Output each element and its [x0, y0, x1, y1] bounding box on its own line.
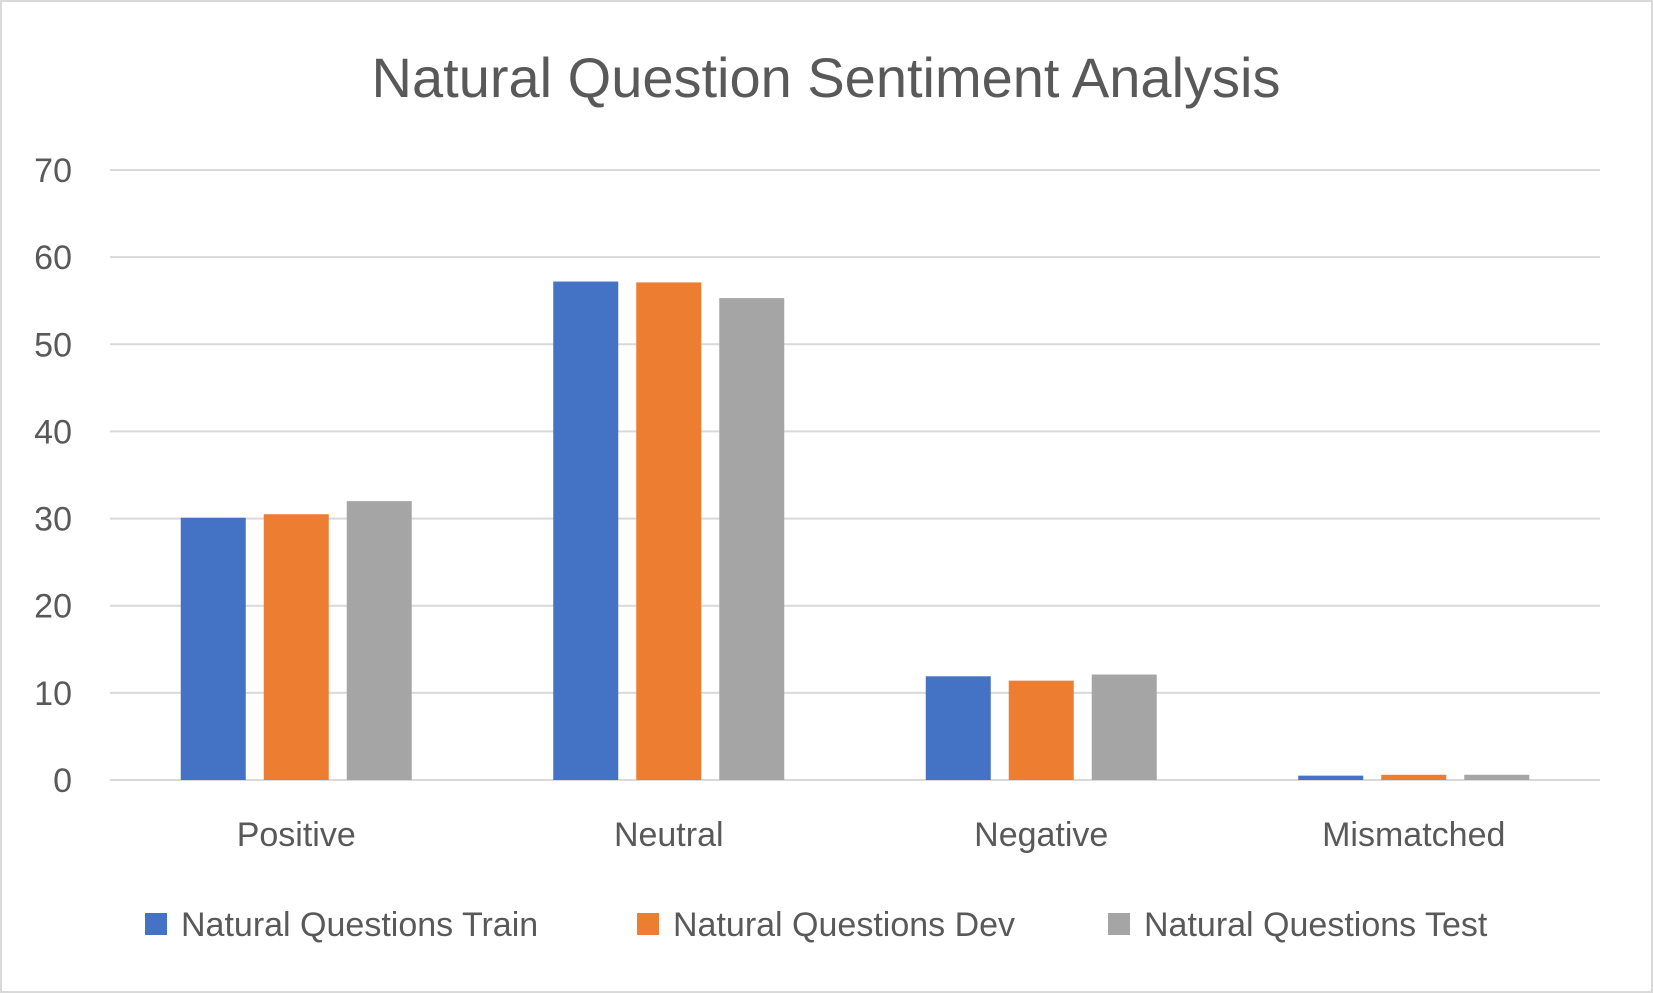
- bar-neutral-train: [553, 281, 619, 780]
- y-tick-label: 60: [34, 239, 72, 277]
- bar-mismatched-train: [1298, 775, 1364, 780]
- y-tick-label: 30: [34, 501, 72, 539]
- bar-positive-dev: [263, 514, 329, 780]
- bar-positive-test: [346, 501, 412, 780]
- legend: Natural Questions Train Natural Questions…: [145, 906, 1488, 944]
- legend-swatch: [145, 913, 167, 935]
- x-category-label: Negative: [974, 816, 1108, 854]
- bar-mismatched-dev: [1381, 774, 1447, 780]
- bars: [180, 281, 1530, 780]
- y-tick-label: 0: [53, 762, 72, 800]
- bar-positive-train: [180, 517, 246, 780]
- bar-mismatched-test: [1464, 774, 1530, 780]
- x-axis-categories: Positive Neutral Negative Mismatched: [237, 816, 1506, 854]
- bar-neutral-dev: [636, 282, 702, 780]
- x-category-label: Neutral: [614, 816, 724, 854]
- bar-negative-test: [1091, 674, 1157, 780]
- bar-neutral-test: [719, 298, 785, 780]
- x-category-label: Mismatched: [1322, 816, 1505, 854]
- bar-negative-dev: [1008, 680, 1074, 780]
- y-tick-label: 20: [34, 588, 72, 626]
- legend-swatch: [637, 913, 659, 935]
- y-tick-label: 70: [34, 152, 72, 190]
- y-tick-label: 40: [34, 413, 72, 451]
- legend-label: Natural Questions Train: [181, 906, 538, 944]
- y-tick-label: 50: [34, 326, 72, 364]
- legend-label: Natural Questions Dev: [673, 906, 1015, 944]
- legend-swatch: [1108, 913, 1130, 935]
- legend-label: Natural Questions Test: [1144, 906, 1488, 944]
- y-axis-ticks: 0 10 20 30 40 50 60 70: [34, 152, 72, 800]
- x-category-label: Positive: [237, 816, 356, 854]
- chart-title: Natural Question Sentiment Analysis: [372, 46, 1281, 109]
- y-tick-label: 10: [34, 675, 72, 713]
- gridlines: [110, 169, 1600, 781]
- bar-negative-train: [925, 676, 991, 780]
